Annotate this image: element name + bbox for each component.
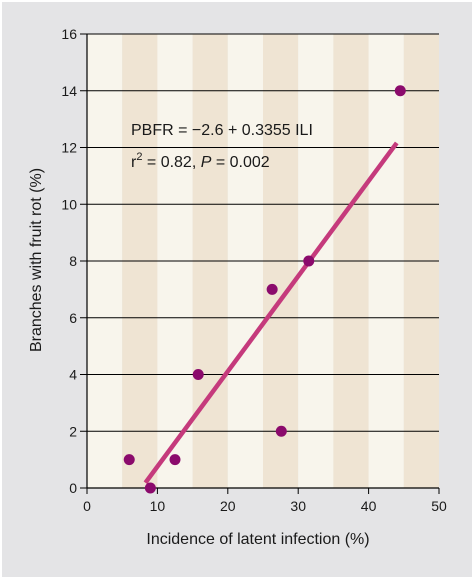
stats-annotation: r2 = 0.82, P = 0.002 [131, 151, 270, 171]
y-tick-label: 16 [61, 26, 77, 42]
y-tick-labels: 0 2 4 6 8 10 12 14 16 [61, 26, 77, 496]
x-tick-label: 20 [220, 498, 236, 514]
y-tick-label: 0 [69, 480, 77, 496]
r2-label: r [131, 154, 137, 171]
regression-line [143, 141, 399, 485]
fit-line-group [143, 141, 399, 485]
x-tick-labels: 0 10 20 30 40 50 [83, 498, 447, 514]
data-point [303, 255, 315, 267]
data-point [123, 454, 135, 466]
x-tick-label: 0 [83, 498, 91, 514]
data-point [394, 85, 406, 97]
p-label: P [201, 154, 212, 171]
y-tick-label: 4 [69, 367, 77, 383]
data-point [266, 283, 278, 295]
x-axis-title: Incidence of latent infection (%) [146, 531, 369, 548]
data-point [144, 482, 156, 494]
equation-annotation: PBFR = −2.6 + 0.3355 ILI [131, 122, 313, 139]
p-value: = 0.002 [211, 154, 269, 171]
r2-value: = 0.82, [142, 154, 200, 171]
y-tick-label: 2 [69, 423, 77, 439]
y-axis-title: Branches with fruit rot (%) [28, 168, 45, 352]
data-point [169, 454, 181, 466]
data-point [192, 369, 204, 380]
x-tick-label: 50 [431, 498, 447, 514]
y-tick-label: 10 [61, 196, 77, 212]
y-tick-label: 14 [61, 83, 77, 99]
r2-superscript: 2 [136, 151, 142, 163]
data-points [123, 85, 406, 494]
y-tick-label: 12 [61, 140, 77, 156]
data-point [275, 425, 287, 437]
y-tick-label: 6 [69, 310, 77, 326]
y-tick-label: 8 [69, 253, 77, 269]
x-tick-label: 10 [150, 498, 166, 514]
x-tick-label: 40 [361, 498, 377, 514]
x-tick-label: 30 [290, 498, 306, 514]
